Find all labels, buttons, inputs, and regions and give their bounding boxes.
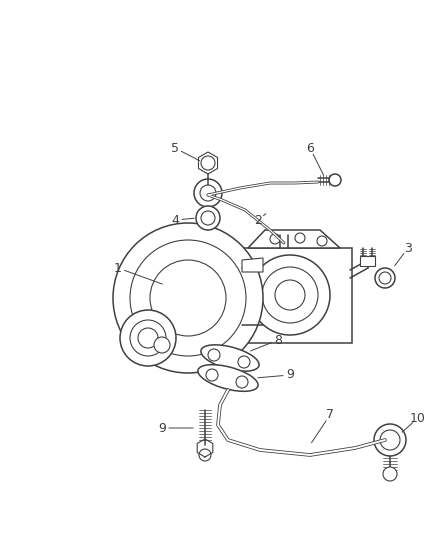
Polygon shape [360,256,375,266]
Circle shape [375,268,395,288]
Polygon shape [242,258,263,272]
Circle shape [317,236,327,246]
Circle shape [130,240,246,356]
Circle shape [380,430,400,450]
Ellipse shape [198,365,258,391]
Circle shape [295,233,305,243]
Polygon shape [242,248,352,343]
Circle shape [120,310,176,366]
Circle shape [138,328,158,348]
Circle shape [236,376,248,388]
Circle shape [201,211,215,225]
Circle shape [275,280,305,310]
Circle shape [374,424,406,456]
Polygon shape [248,230,340,248]
Circle shape [250,255,330,335]
Text: 5: 5 [171,141,179,155]
Circle shape [240,275,250,285]
Text: 8: 8 [274,334,282,346]
Text: 4: 4 [171,214,179,227]
Circle shape [208,349,220,361]
Circle shape [206,369,218,381]
Text: 10: 10 [410,411,426,424]
Text: 7: 7 [326,408,334,422]
Circle shape [262,267,318,323]
Text: 2: 2 [254,214,262,227]
Circle shape [240,290,250,300]
Circle shape [194,179,222,207]
Circle shape [238,356,250,368]
Text: 9: 9 [286,368,294,382]
Text: 9: 9 [158,422,166,434]
Circle shape [379,272,391,284]
Circle shape [154,337,170,353]
Circle shape [113,223,263,373]
Circle shape [199,449,211,461]
Circle shape [270,234,280,244]
Text: 1: 1 [114,262,122,274]
Circle shape [150,260,226,336]
Circle shape [201,156,215,170]
Circle shape [240,260,250,270]
Ellipse shape [201,345,259,371]
Text: 3: 3 [404,241,412,254]
Circle shape [240,305,250,315]
Circle shape [130,320,166,356]
Circle shape [383,467,397,481]
Circle shape [200,185,216,201]
Circle shape [196,206,220,230]
Text: 6: 6 [306,141,314,155]
Circle shape [329,174,341,186]
